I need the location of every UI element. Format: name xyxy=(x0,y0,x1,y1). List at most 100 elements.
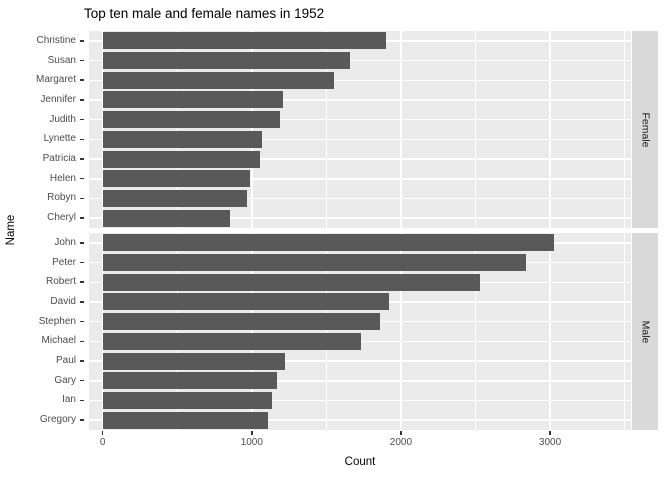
y-tick-mark xyxy=(80,242,84,244)
y-tick-label: Cheryl xyxy=(47,212,76,224)
gridline-category xyxy=(89,399,631,402)
bar xyxy=(102,273,480,291)
y-tick-mark xyxy=(80,261,84,264)
y-tick-mark xyxy=(80,301,84,303)
bar xyxy=(102,352,286,370)
x-tick-label: 1000 xyxy=(240,437,263,448)
bar xyxy=(102,52,351,70)
bar xyxy=(102,71,334,89)
y-axis-row: Margaret xyxy=(0,70,84,90)
gridline-major xyxy=(101,233,104,430)
bar xyxy=(102,332,361,350)
y-tick-mark xyxy=(80,40,84,42)
y-axis-row: Robert xyxy=(0,272,84,292)
y-axis-labels-male: John Peter Robert David Stephen Michael Paul Ga… xyxy=(0,233,84,430)
y-tick-label: Paul xyxy=(55,354,76,366)
gridline-major xyxy=(250,31,253,228)
bar xyxy=(102,111,281,129)
gridline-major xyxy=(549,233,552,430)
panel-female xyxy=(89,31,631,228)
bar xyxy=(102,313,381,331)
y-tick-mark xyxy=(80,118,84,121)
y-tick-label: Michael xyxy=(41,335,76,347)
y-tick-label: Christine xyxy=(36,34,76,46)
gridline-major xyxy=(250,233,253,430)
facet-strip-label: Male xyxy=(638,320,651,343)
y-axis-row: Ian xyxy=(0,391,84,411)
gridline-minor xyxy=(474,31,476,228)
x-tick-label: 0 xyxy=(99,437,106,448)
y-axis-row: Michael xyxy=(0,331,84,351)
y-tick-mark xyxy=(80,197,84,200)
y-axis-row: David xyxy=(0,292,84,312)
gridline-category xyxy=(89,360,631,362)
y-axis-row: Peter xyxy=(0,253,84,273)
y-tick-mark xyxy=(80,217,84,219)
gridline-minor xyxy=(176,233,178,430)
y-tick-mark xyxy=(80,399,84,402)
y-axis-row: Helen xyxy=(0,169,84,189)
y-axis-row: John xyxy=(0,233,84,253)
bar xyxy=(102,150,260,168)
y-tick-mark xyxy=(80,419,84,421)
gridline-category xyxy=(89,59,631,62)
y-axis-labels-female: Christine Susan Margaret Jennifer Judith Lyne… xyxy=(0,31,84,228)
bar xyxy=(102,391,272,409)
y-tick-mark xyxy=(80,360,84,362)
y-tick-label: Susan xyxy=(47,54,76,66)
y-axis-row: Stephen xyxy=(0,312,84,332)
gridline-major xyxy=(399,233,402,430)
y-axis-row: Robyn xyxy=(0,189,84,209)
x-tick-label: 3000 xyxy=(538,437,562,448)
gridline-category xyxy=(89,380,631,382)
gridline-category xyxy=(89,197,631,200)
gridline-minor xyxy=(325,31,327,228)
y-axis-row: Patricia xyxy=(0,149,84,169)
gridline-category xyxy=(89,419,631,421)
y-tick-mark xyxy=(80,138,84,141)
gridline-category xyxy=(89,79,631,81)
y-tick-label: Patricia xyxy=(42,152,76,164)
y-axis-row: Gregory xyxy=(0,410,84,430)
bar xyxy=(102,189,248,207)
y-tick-label: Gregory xyxy=(39,414,76,426)
bar xyxy=(102,32,386,50)
gridline-major xyxy=(549,31,552,228)
y-tick-mark xyxy=(80,59,84,62)
y-axis-row: Cheryl xyxy=(0,208,84,228)
gridline-minor xyxy=(325,233,327,430)
facet-strip-label: Female xyxy=(639,111,652,148)
y-tick-label: Stephen xyxy=(38,315,76,327)
y-tick-label: Judith xyxy=(49,113,76,125)
y-tick-label: Lynette xyxy=(43,133,76,145)
gridline-category xyxy=(89,118,631,121)
bar xyxy=(102,234,555,252)
x-tick-label: 2000 xyxy=(389,437,413,448)
x-axis-title: Count xyxy=(344,456,376,468)
y-axis-row: Christine xyxy=(0,31,84,51)
gridline-minor xyxy=(624,31,626,228)
y-tick-label: David xyxy=(50,295,76,307)
gridline-category xyxy=(89,158,631,160)
chart-title: Top ten male and female names in 1952 xyxy=(84,6,325,21)
y-axis-row: Paul xyxy=(0,351,84,371)
y-tick-mark xyxy=(80,320,84,323)
y-tick-mark xyxy=(80,340,84,343)
x-tick-mark xyxy=(101,431,104,435)
gridline-major xyxy=(101,31,104,228)
y-tick-label: Margaret xyxy=(35,74,76,86)
y-tick-mark xyxy=(80,281,84,283)
y-axis-row: Judith xyxy=(0,110,84,130)
gridline-minor xyxy=(624,233,626,430)
gridline-category xyxy=(89,178,631,180)
x-tick-mark xyxy=(251,431,253,435)
bar xyxy=(102,372,278,390)
y-tick-label: John xyxy=(54,236,76,248)
gridline-category xyxy=(89,217,631,219)
y-tick-label: Robert xyxy=(45,276,76,288)
y-tick-label: Robyn xyxy=(47,192,76,204)
x-tick-mark xyxy=(549,431,551,435)
facet-strip-female: Female xyxy=(632,31,658,228)
x-axis: 0 1000 2000 3000 xyxy=(89,430,631,460)
gridline-minor xyxy=(176,31,178,228)
